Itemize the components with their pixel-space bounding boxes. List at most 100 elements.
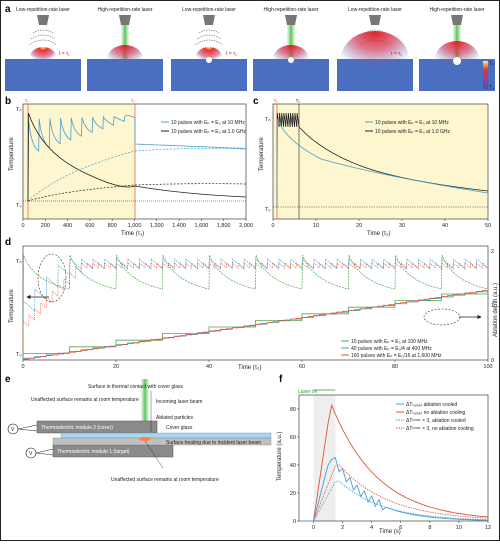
panel-c-x-ticklabel: 30 (399, 223, 405, 229)
panel-d-xlabel: Time (τ₂) (238, 365, 261, 371)
panel-b-x-ticklabel: 1,600 (195, 223, 209, 229)
laser-beam-a (121, 25, 129, 59)
panel-c-tau1: τ₁ (274, 98, 278, 104)
panel-b-ytop: Tₙ (16, 107, 22, 113)
panel-a: Low-repetition-rate laser High-repetition… (5, 7, 495, 91)
panel-c-xlabel: Time (τ₂) (367, 231, 390, 237)
panel-e-label: e (5, 374, 11, 385)
panel-c-highlight (273, 104, 488, 219)
panel-d-x-ticklabel: 40 (206, 364, 212, 370)
panel-d-temp-100mhz (22, 254, 489, 354)
voltmeter-2-label: V (11, 427, 15, 433)
panel-f-legend-3: ΔTᶜᵒᵛᵉʳ × 3, ablation cooled (406, 418, 466, 424)
panel-d-temp-400mhz (22, 258, 489, 354)
label-ablated-particles: Ablated particles (156, 415, 193, 421)
panel-c-x-ticklabel: 20 (356, 223, 362, 229)
panel-b-x-ticklabel: 2,000 (239, 223, 253, 229)
panel-d-legend-2: 40 pulses with Eₚ = E₀/4 at 400 MHz (351, 346, 432, 352)
crater (288, 57, 294, 63)
panel-b-x-ticklabel: 400 (63, 223, 72, 229)
panel-f-label: f (279, 374, 283, 385)
laser-head-icon (451, 15, 463, 25)
panel-b-ylabel: Temperature (9, 137, 15, 171)
panel-a-title-2: Low-repetition-rate laser (182, 7, 236, 13)
panel-f-xticklabel: 10 (456, 525, 462, 531)
panel-f-target-no-ablation (299, 403, 489, 522)
heat-zone (341, 31, 409, 87)
panel-d-xticks: 0 20 40 60 80 100 (21, 360, 493, 370)
panel-d-ylabel: Temperature (9, 289, 15, 323)
panel-a-title-5: High-repetition-rate laser (429, 7, 484, 13)
panel-b-xlabel: Time (τ₁) (121, 231, 144, 237)
panel-b-x-ticklabel: 1,200 (150, 223, 164, 229)
panel-a-label: a (5, 4, 11, 15)
panel-c-ylabel: Temperature (259, 137, 265, 171)
panel-f-xticklabel: 6 (399, 525, 402, 531)
panel-f: 0 20 40 60 80 0 2 4 6 8 10 12 (290, 389, 491, 531)
colorbar (483, 61, 488, 89)
panel-b-x-ticklabel: 1,400 (172, 223, 186, 229)
panel-d-x-ticklabel: 60 (299, 364, 305, 370)
panel-b-x-ticklabel: 200 (41, 223, 50, 229)
panel-f-xticklabel: 2 (341, 525, 344, 531)
panel-f-yticklabel: 80 (290, 407, 296, 413)
panel-d-ylabel2: Ablation depth (a.u.) (493, 283, 499, 337)
panel-f-yticklabel: 60 (290, 435, 296, 441)
panel-c-label: c (253, 96, 259, 107)
panel-f-target-ablation (299, 456, 489, 522)
panel-b-ybottom: T₀ (16, 203, 22, 209)
panel-c-tau2: τ₂ (296, 98, 300, 104)
panel-c-x-ticklabel: 0 (271, 223, 274, 229)
panel-f-xticklabel: 12 (485, 525, 491, 531)
panel-b-legend-1: 10 pulses with Eₚ = E₀ at 10 MHz (171, 120, 245, 126)
panel-d-y2tick-0: 0 (491, 358, 494, 364)
panel-b-series-1ghz-dashed (27, 183, 247, 202)
laser-head-icon (285, 15, 297, 25)
pulse-arcs (194, 29, 224, 46)
panel-d-x-ticklabel: 80 (392, 364, 398, 370)
t1-marker-1: t = τ₁ (59, 51, 70, 57)
panel-b-tau1: τ₁ (25, 98, 29, 104)
panel-b-x-ticklabel: 1,000 (128, 223, 142, 229)
panel-b-label: b (5, 96, 11, 107)
panel-c-x-ticklabel: 40 (442, 223, 448, 229)
label-unaffected-top: Unaffected surface remains at room tempe… (31, 397, 139, 403)
t2-marker-3: t = τ₂ (391, 51, 402, 57)
voltmeter-1-label: V (29, 451, 33, 457)
heat-zone (29, 47, 57, 71)
panel-f-xticklabel: 8 (428, 525, 431, 531)
panel-c-series-1ghz (276, 118, 489, 208)
t2-marker-2: t = τ₂ (226, 51, 237, 57)
panel-f-cover-no-ablation (299, 464, 489, 522)
panel-d-depth-100mhz (22, 293, 488, 360)
panel-d-legend-1: 10 pulses with Eₚ = E₀ at 100 MHz (351, 339, 428, 345)
panel-f-laser-shade (313, 395, 336, 521)
module-2-label: Thermoelectric module 2 (cover) (41, 425, 113, 431)
laser-beam-a (287, 25, 295, 59)
wires-2 (17, 424, 38, 432)
panel-d-legend-3: 160 pulses with Eₚ = E₀/16 at 1,600 MHz (351, 353, 442, 359)
panel-d-label: d (5, 237, 11, 248)
panel-c-legend-1: 10 pulses with Eₚ = E₀ at 10 MHz (375, 120, 449, 126)
panel-b-x-ticklabel: 600 (85, 223, 94, 229)
target-surface (52, 437, 272, 446)
panel-d-x-ticklabel: 0 (21, 364, 24, 370)
label-thermal-contact: Surface in thermal contact with cover gl… (88, 384, 184, 390)
panel-f-cover-ablation (299, 480, 489, 522)
heat-zone (107, 45, 143, 73)
panel-f-xticklabel: 0 (312, 525, 315, 531)
panel-a-title-1: High-repetition-rate laser (97, 7, 152, 13)
panel-b-series-10mhz-dashed (27, 147, 247, 202)
panel-d-highlight-ellipse-left (37, 253, 67, 303)
panel-b-x-ticklabel: 0 (21, 223, 24, 229)
panel-b-legend-2: 10 pulses with Eₚ = E₀ at 1.0 GHz (171, 129, 246, 135)
label-unaffected-bottom: Unaffected surface remains at room tempe… (111, 477, 219, 483)
panel-c-xticks: 0 10 20 30 40 50 (271, 219, 491, 229)
pulse-arcs (28, 29, 58, 46)
colorbar-bottom-label: T₀ (489, 85, 494, 91)
panel-c-ytop: Tₙ (265, 117, 271, 123)
panel-a-title-0: Low-repetition-rate laser (16, 7, 70, 13)
panel-d-ybottom: T₀ (16, 352, 22, 358)
label-cover-glass: Cover glass (166, 425, 193, 431)
